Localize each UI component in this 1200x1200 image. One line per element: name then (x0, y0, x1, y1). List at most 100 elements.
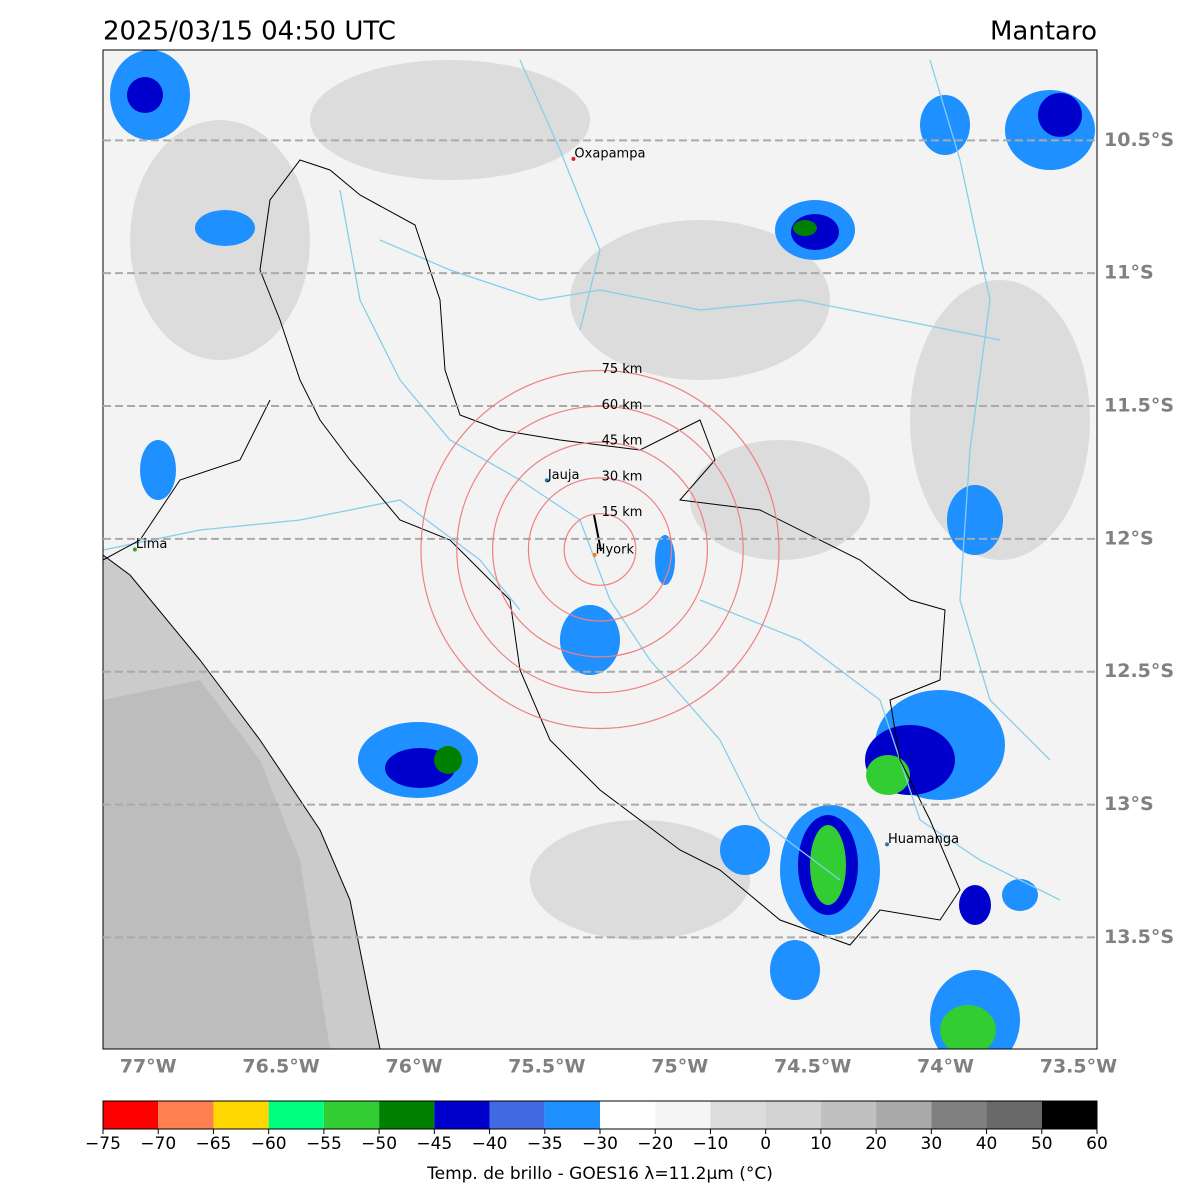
range-ring (491, 441, 709, 658)
track (593, 514, 602, 552)
lon-tick-label: 76°W (386, 1056, 443, 1078)
colorbar-tick-label: 30 (921, 1134, 943, 1154)
cell (560, 605, 620, 675)
city-marker (571, 156, 576, 161)
river (929, 59, 1051, 761)
colorbar-segment (820, 1101, 877, 1129)
rivers (103, 59, 1061, 901)
colorbar-tick-label: 40 (976, 1134, 998, 1154)
lat-tick-label: 10.5°S (1104, 129, 1174, 151)
range-ring (563, 513, 637, 586)
cell (127, 77, 163, 113)
colorbar-segment (1041, 1101, 1097, 1129)
colorbar-segment (600, 1101, 656, 1129)
lon-tick-label: 74.5°W (774, 1056, 851, 1078)
lat-tick-label: 11°S (1104, 262, 1154, 284)
colorbar-tick-label: −70 (140, 1134, 176, 1154)
cell (810, 825, 846, 905)
colorbar-segment (268, 1101, 324, 1129)
city-label: Jauja (547, 468, 580, 483)
range-ring (456, 405, 744, 694)
colorbar-tick-label: −50 (361, 1134, 397, 1154)
colorbar-tick-label: −65 (195, 1134, 231, 1154)
cell (140, 440, 176, 500)
lon-tick-label: 77°W (120, 1056, 177, 1078)
map-frame (102, 49, 1098, 1050)
range-ring-label: 15 km (602, 505, 643, 520)
colorbar-segment (323, 1101, 380, 1129)
cell (655, 535, 675, 585)
cell (770, 940, 820, 1000)
texture (530, 820, 750, 940)
lon-tick-label: 76.5°W (242, 1056, 319, 1078)
colorbar-tick-label: 20 (865, 1134, 887, 1154)
river (519, 59, 601, 331)
cell (195, 210, 255, 246)
colorbar-tick-label: 0 (760, 1134, 771, 1154)
texture (103, 680, 330, 1049)
region-name: Mantaro (990, 17, 1097, 47)
range-ring (527, 477, 673, 622)
city-label: Huamanga (888, 832, 959, 847)
city-label: Hyork (596, 542, 635, 557)
colorbar-label: Temp. de brillo - GOES16 λ=11.2μm (°C) (426, 1164, 773, 1184)
cell (434, 746, 462, 774)
colorbar-tick-label: −40 (472, 1134, 508, 1154)
city-marker (592, 552, 597, 557)
river (103, 499, 521, 611)
overlay: 10.5°S 11°S 11.5°S 12°S 12.5°S 13°S 13.5°S 77°W… (85, 129, 1174, 1184)
colorbar-segment (876, 1101, 932, 1129)
cell (940, 1005, 996, 1049)
colorbar-segment (434, 1101, 490, 1129)
lat-tick-label: 11.5°S (1104, 395, 1174, 417)
colorbar-segment (489, 1101, 545, 1129)
city-marker (544, 478, 549, 483)
colorbar-tick-label: 10 (810, 1134, 832, 1154)
cloud-texture (130, 60, 1090, 940)
texture (570, 220, 830, 380)
colorbar-tick-label: 50 (1031, 1134, 1053, 1154)
texture (310, 60, 590, 180)
range-ring-label: 30 km (602, 469, 643, 484)
colorbar-tick-label: −75 (85, 1134, 121, 1154)
river (379, 239, 1001, 341)
cell (866, 755, 910, 795)
cell (920, 95, 970, 155)
city-label: Oxapampa (574, 146, 645, 161)
range-ring (420, 369, 780, 730)
colorbar-segment (986, 1101, 1042, 1129)
title: 2025/03/15 04:50 UTC (103, 17, 396, 47)
colorbar-tick-label: 60 (1086, 1134, 1108, 1154)
coastline (103, 554, 381, 1049)
colorbar-tick-label: −60 (251, 1134, 287, 1154)
colorbar-tick-label: −30 (582, 1134, 618, 1154)
basin-boundary (259, 159, 961, 946)
cell (1002, 879, 1038, 911)
lat-tick-label: 12.5°S (1104, 660, 1174, 682)
cell (793, 220, 817, 236)
range-ring-label: 45 km (602, 434, 643, 449)
colorbar-segment (544, 1101, 600, 1129)
colorbar-tick-label: −20 (637, 1134, 673, 1154)
lon-tick-label: 74°W (917, 1056, 974, 1078)
lat-tick-label: 13°S (1104, 793, 1154, 815)
texture (910, 280, 1090, 560)
cell (1038, 93, 1082, 137)
lat-tick-label: 13.5°S (1104, 926, 1174, 948)
colorbar-tick-label: −35 (527, 1134, 563, 1154)
colorbar-tick-label: −45 (416, 1134, 452, 1154)
region-boundary (103, 399, 271, 561)
colorbar-segment (931, 1101, 987, 1129)
texture (690, 440, 870, 560)
city-marker (885, 842, 890, 847)
colorbar-segment (103, 1101, 159, 1129)
lon-tick-label: 73.5°W (1040, 1056, 1117, 1078)
lon-tick-label: 75.5°W (508, 1056, 585, 1078)
map-background (103, 50, 1097, 1049)
colorbar-segment (765, 1101, 821, 1129)
cell (959, 885, 991, 925)
city-label: Lima (136, 537, 167, 552)
colorbar-segment (655, 1101, 711, 1129)
